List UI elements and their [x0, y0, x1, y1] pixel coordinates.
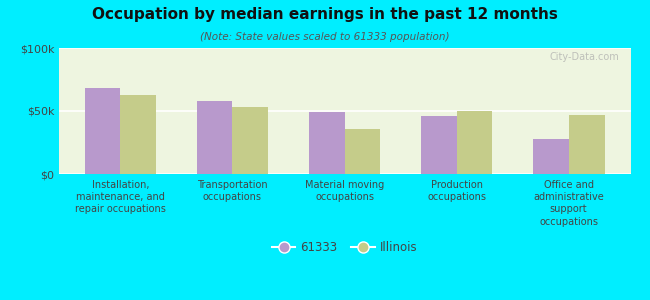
Legend: 61333, Illinois: 61333, Illinois: [267, 236, 422, 259]
Text: City-Data.com: City-Data.com: [549, 52, 619, 62]
Bar: [533, 139, 569, 174]
Bar: [309, 112, 344, 174]
Bar: [84, 88, 120, 174]
Text: (Note: State values scaled to 61333 population): (Note: State values scaled to 61333 popu…: [200, 32, 450, 41]
Bar: [421, 116, 456, 174]
Bar: [456, 111, 493, 174]
Bar: [196, 101, 233, 174]
Bar: [569, 115, 604, 174]
Bar: [344, 129, 380, 174]
Text: Occupation by median earnings in the past 12 months: Occupation by median earnings in the pas…: [92, 8, 558, 22]
Bar: [120, 94, 156, 174]
Bar: [233, 107, 268, 174]
